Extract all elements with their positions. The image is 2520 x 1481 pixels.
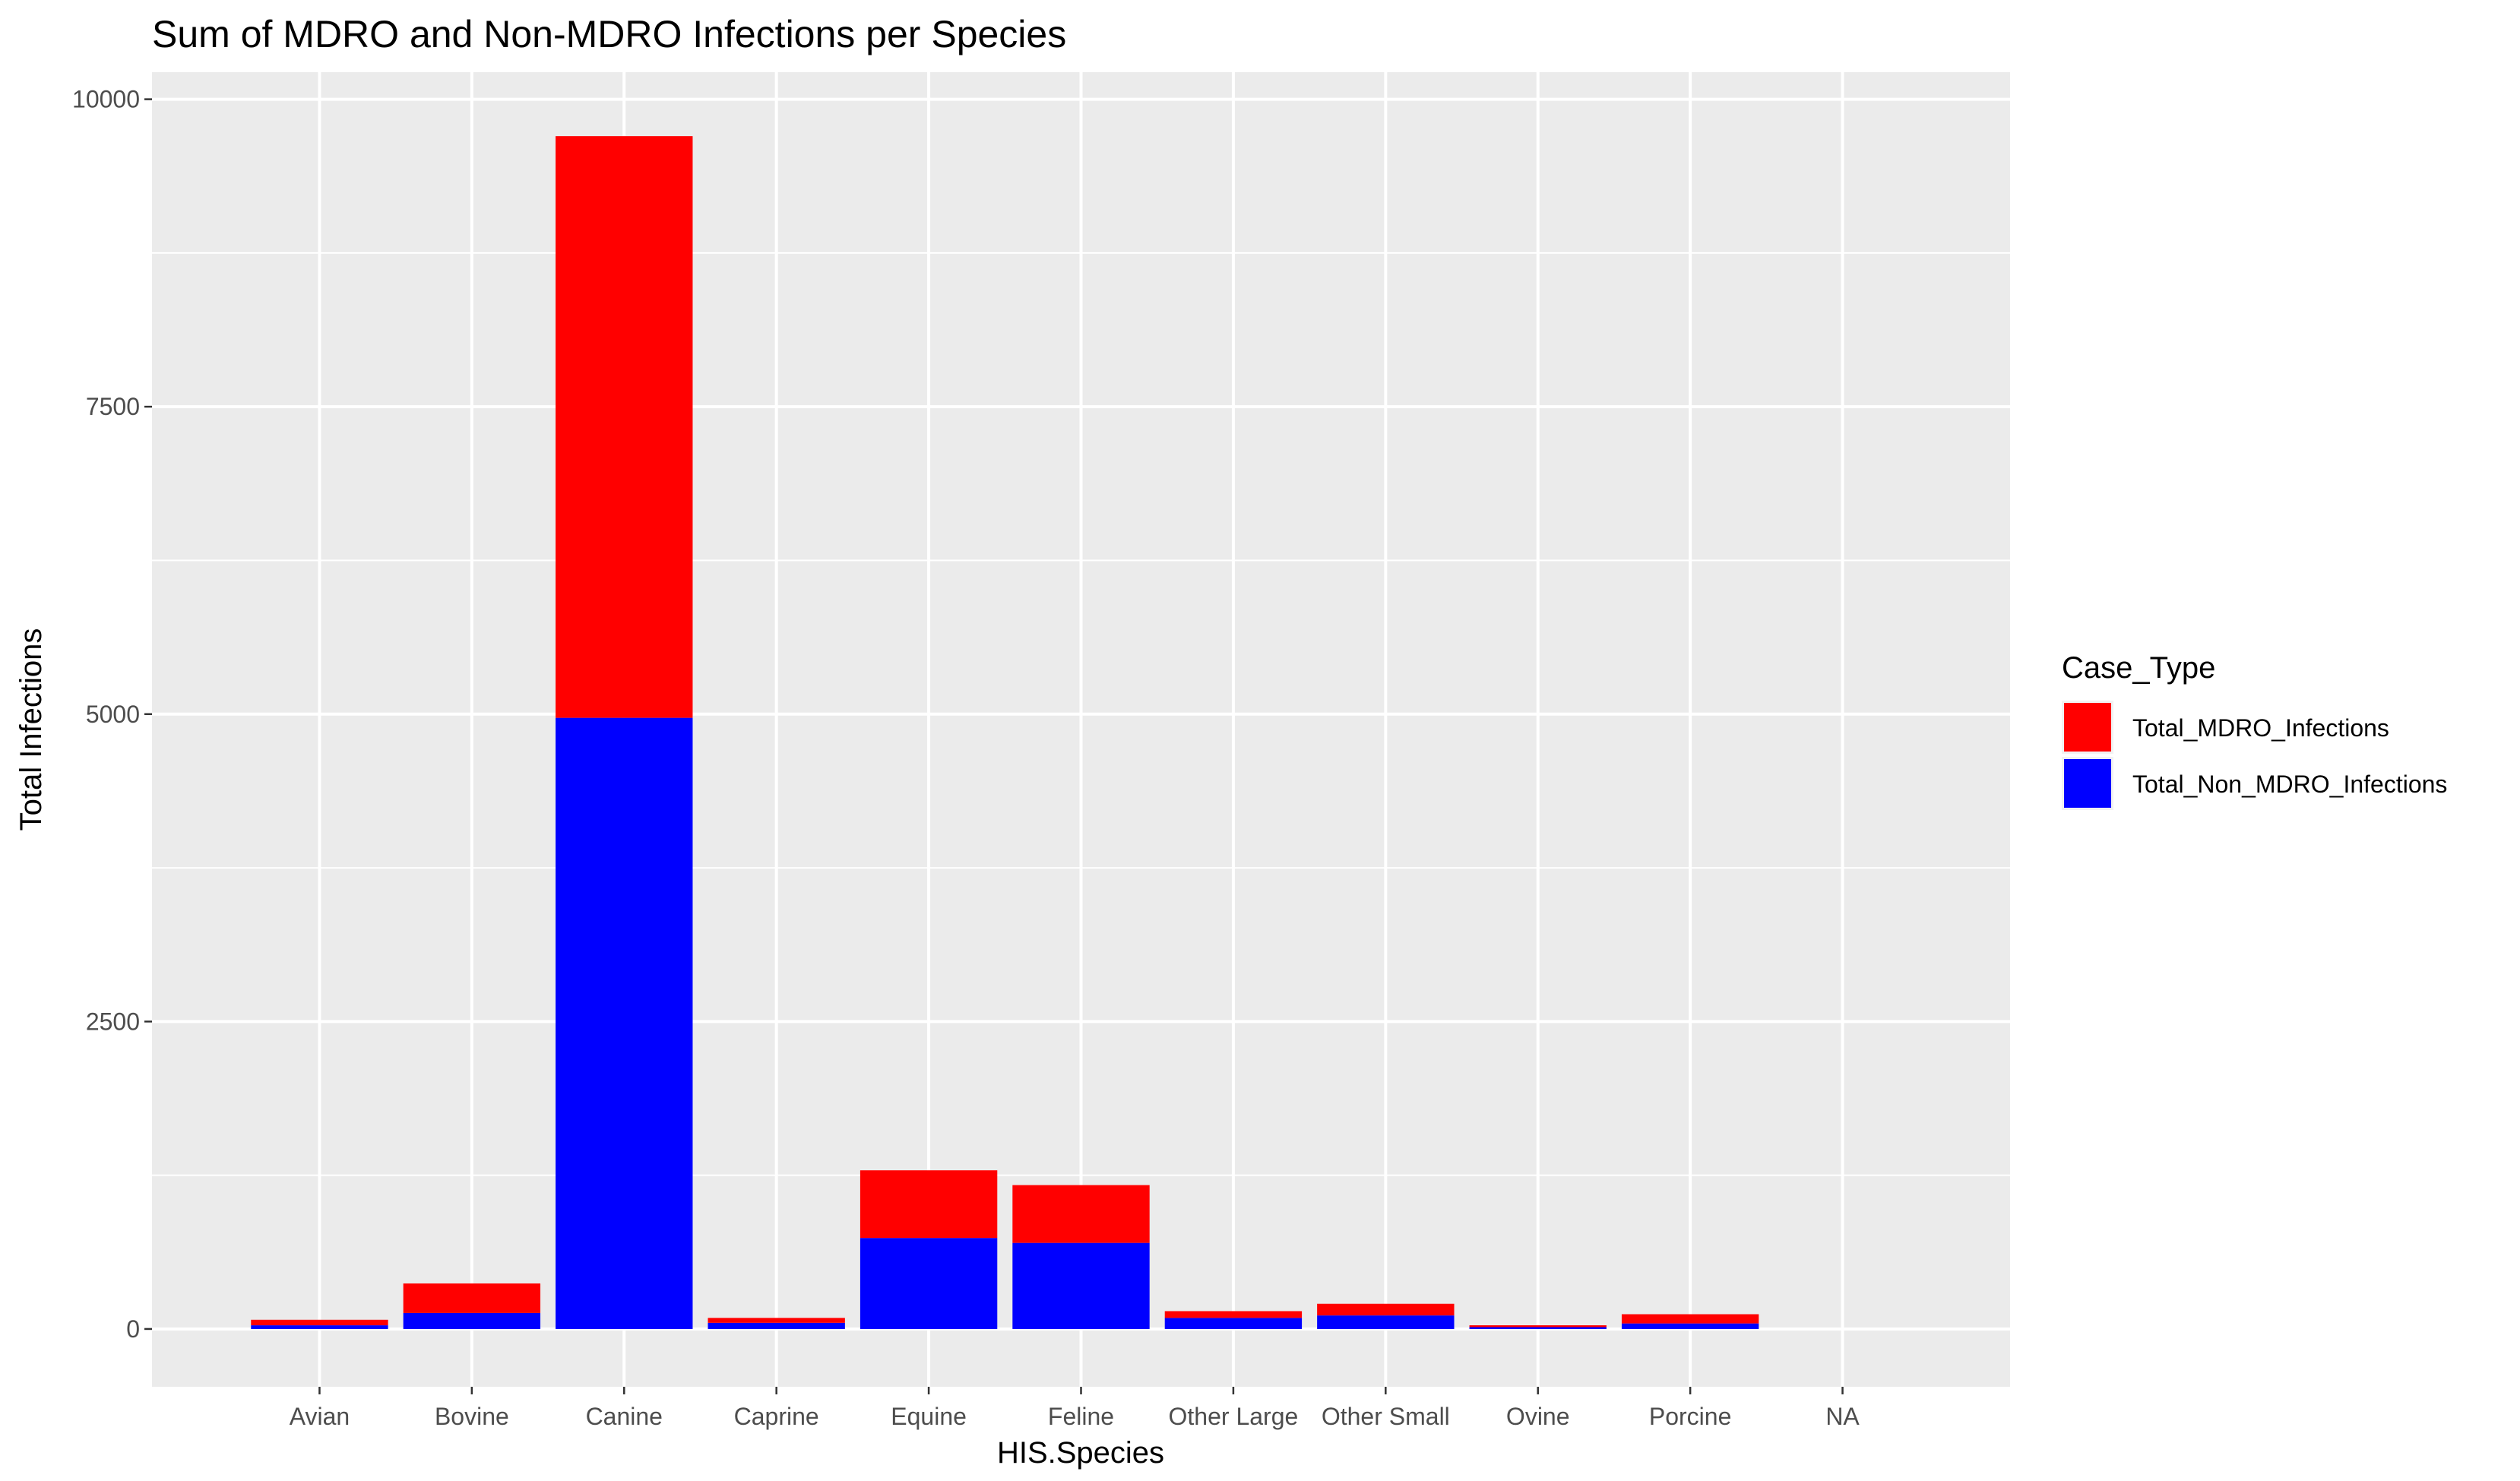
x-tick-label: Feline: [1048, 1403, 1114, 1430]
bar-total-non-mdro-infections: [403, 1312, 541, 1329]
legend-label: Total_MDRO_Infections: [2132, 714, 2389, 742]
bar-total-non-mdro-infections: [860, 1238, 998, 1329]
y-tick-label: 2500: [86, 1008, 140, 1035]
bar-total-mdro-infections: [1164, 1311, 1303, 1318]
bar-total-non-mdro-infections: [1469, 1327, 1607, 1329]
x-tick-label: Porcine: [1649, 1403, 1732, 1430]
legend-swatch: [2064, 759, 2111, 808]
bar-total-non-mdro-infections: [251, 1325, 388, 1329]
x-tick-label: Canine: [586, 1403, 663, 1430]
bar-total-mdro-infections: [251, 1319, 388, 1326]
y-tick-label: 7500: [86, 393, 140, 420]
bar-total-mdro-infections: [1621, 1314, 1759, 1324]
bar-total-non-mdro-infections: [1317, 1315, 1455, 1329]
y-tick-label: 5000: [86, 701, 140, 728]
x-tick-label: Caprine: [734, 1403, 819, 1430]
x-tick-label: Ovine: [1506, 1403, 1570, 1430]
y-axis-title: Total Infections: [14, 628, 48, 831]
chart-title: Sum of MDRO and Non-MDRO Infections per …: [152, 13, 1066, 55]
bar-total-non-mdro-infections: [556, 717, 693, 1329]
x-tick-label: Bovine: [435, 1403, 509, 1430]
y-tick-label: 0: [126, 1315, 140, 1343]
y-tick-label: 10000: [72, 86, 140, 113]
bars: [251, 136, 1759, 1329]
bar-total-mdro-infections: [1469, 1325, 1607, 1328]
y-axis: 0 2500 5000 7500 10000: [72, 86, 152, 1343]
x-tick-label: Other Small: [1322, 1403, 1450, 1430]
bar-total-mdro-infections: [1012, 1185, 1150, 1243]
x-axis-title: HIS.Species: [997, 1436, 1164, 1470]
x-axis: Avian Bovine Canine Caprine Equine Feline Othe…: [290, 1387, 1860, 1430]
bar-total-mdro-infections: [860, 1170, 998, 1239]
bar-total-mdro-infections: [1317, 1303, 1455, 1316]
legend-entries: Total_MDRO_Infections Total_Non_MDRO_Infe…: [2062, 701, 2447, 810]
legend-swatch: [2064, 703, 2111, 752]
bar-total-non-mdro-infections: [1164, 1318, 1303, 1329]
legend: Case_Type Total_MDRO_Infections Total_Non…: [2062, 651, 2447, 810]
bar-total-non-mdro-infections: [708, 1322, 845, 1329]
bar-total-mdro-infections: [708, 1318, 845, 1323]
bar-total-non-mdro-infections: [1621, 1323, 1759, 1329]
bar-total-mdro-infections: [403, 1283, 541, 1313]
x-tick-label: Avian: [290, 1403, 350, 1430]
legend-label: Total_Non_MDRO_Infections: [2132, 771, 2447, 798]
x-tick-label: NA: [1825, 1403, 1860, 1430]
bar-total-non-mdro-infections: [1012, 1242, 1150, 1329]
legend-title: Case_Type: [2062, 651, 2215, 685]
x-tick-label: Other Large: [1169, 1403, 1299, 1430]
x-tick-label: Equine: [891, 1403, 967, 1430]
bar-total-mdro-infections: [556, 136, 693, 718]
grid-major: [152, 72, 2010, 1387]
